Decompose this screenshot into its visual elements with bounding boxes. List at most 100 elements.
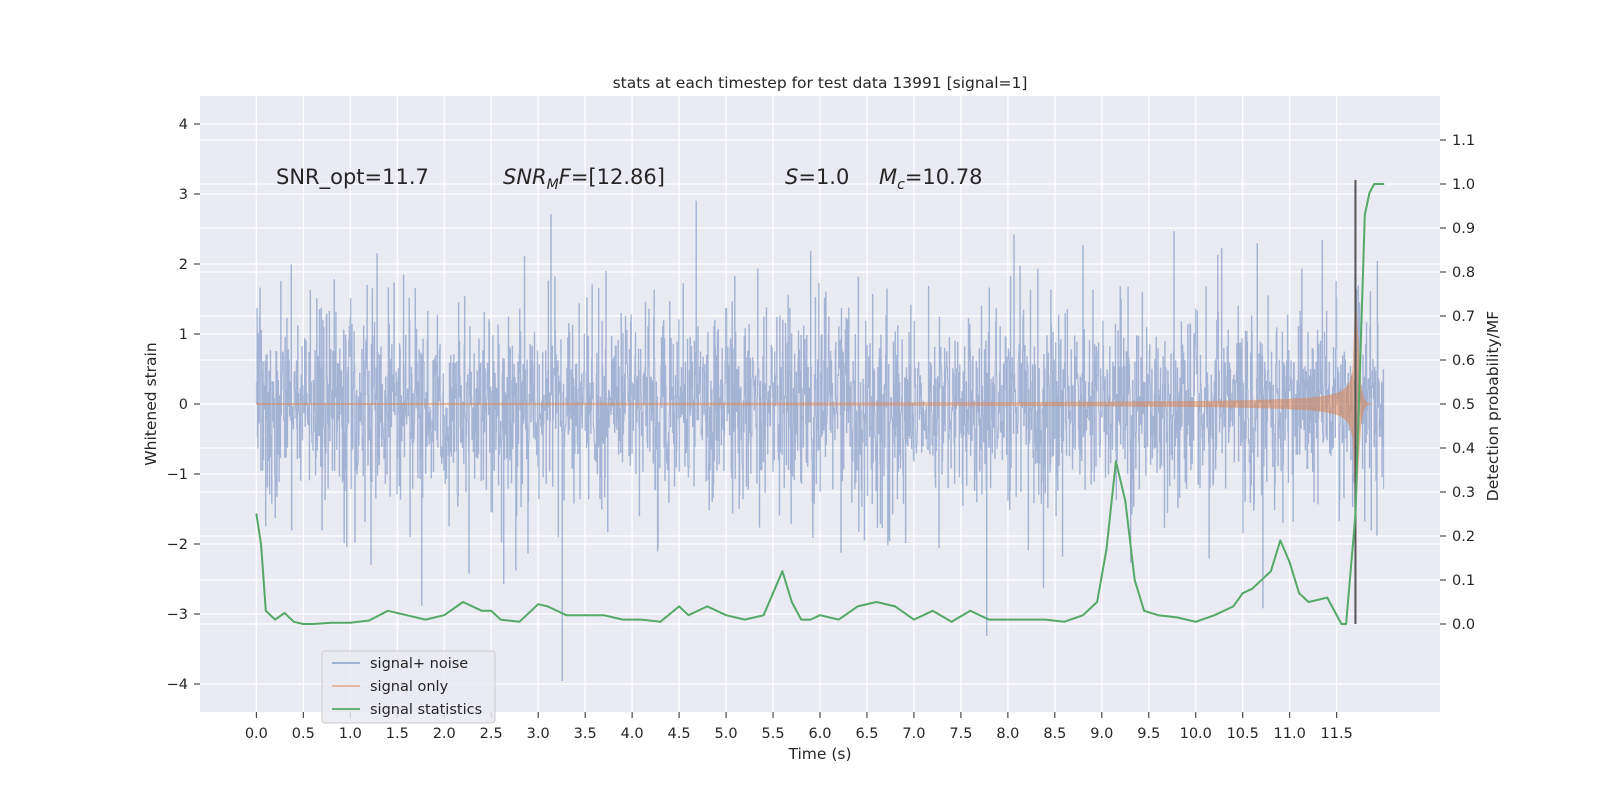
- stats-point: [1213, 614, 1216, 616]
- y-tick-label-left: −2: [167, 537, 188, 553]
- x-tick-label: 2.0: [433, 726, 456, 742]
- stats-point: [330, 621, 333, 624]
- stats-point: [1354, 513, 1357, 515]
- y-tick-label-right: 0.7: [1452, 309, 1475, 325]
- stats-point: [621, 618, 624, 621]
- x-tick-label: 10.5: [1227, 726, 1259, 742]
- stats-point: [1241, 592, 1244, 594]
- stats-point: [931, 610, 934, 612]
- y-tick-label-right: 0.1: [1452, 573, 1475, 589]
- stats-point: [1082, 614, 1084, 616]
- stats-point: [302, 623, 305, 625]
- y-tick-label-left: 1: [179, 327, 188, 343]
- x-tick-label: 3.0: [527, 726, 550, 742]
- stats-point: [1096, 601, 1098, 603]
- stats-point: [678, 605, 680, 608]
- x-tick-label: 5.5: [761, 726, 784, 742]
- annotation-s: S=1.0: [785, 165, 849, 189]
- x-tick-label: 0.5: [292, 726, 315, 742]
- stats-point: [1364, 214, 1366, 216]
- stats-point: [1195, 621, 1197, 623]
- annotation-mc: Mc=10.78: [879, 165, 983, 193]
- y-tick-label-left: 4: [179, 117, 188, 133]
- x-axis-ticks: 0.0 0.5 1.0 1.5 2.0 2.5 3.0 3.5 4.0 4.5 5.0 5.5 6.0 6…: [245, 712, 1353, 742]
- x-tick-label: 7.5: [949, 726, 972, 742]
- y-axis-left-ticks: −4 −3 −2 −1 0 1 2 3 4: [167, 117, 200, 693]
- stats-point: [706, 605, 709, 608]
- y-tick-label-left: −4: [167, 677, 188, 693]
- stats-point: [546, 605, 549, 608]
- stats-point: [481, 610, 483, 612]
- stats-point: [875, 601, 878, 603]
- stats-point: [499, 618, 502, 621]
- x-tick-label: 2.5: [480, 726, 503, 742]
- x-tick-label: 6.5: [855, 726, 878, 742]
- y-tick-label-left: 2: [179, 257, 188, 273]
- x-tick-label: 4.0: [621, 726, 644, 742]
- y-tick-label-right: 0.3: [1452, 485, 1475, 501]
- stats-point: [537, 603, 539, 605]
- stats-point: [1143, 610, 1145, 612]
- stats-point: [950, 621, 953, 623]
- stats-point: [791, 601, 793, 603]
- y-axis-right-ticks: 0.0 0.1 0.2 0.3 0.4 0.5 0.6 0.7 0.8 0.9 1.0 1.1: [1440, 133, 1475, 633]
- stats-point: [1270, 570, 1272, 572]
- stats-point: [274, 618, 277, 621]
- legend: signal+ noise signal only signal statist…: [321, 650, 496, 724]
- x-tick-label: 9.0: [1090, 726, 1113, 742]
- y-tick-label-left: −3: [167, 607, 188, 623]
- stats-point: [349, 621, 352, 624]
- stats-point: [1115, 460, 1117, 463]
- stats-point: [565, 614, 568, 616]
- stats-point: [1063, 621, 1065, 623]
- x-tick-label: 5.0: [715, 726, 738, 742]
- stats-point: [913, 618, 915, 621]
- stats-point: [255, 513, 258, 515]
- legend-label-signal: signal only: [370, 679, 449, 695]
- stats-point: [800, 618, 802, 621]
- stats-point: [687, 614, 690, 616]
- stats-point: [1133, 579, 1136, 581]
- y-tick-label-right: 1.0: [1452, 177, 1475, 193]
- y-tick-label-left: 3: [179, 187, 188, 203]
- x-tick-label: 11.5: [1321, 726, 1353, 742]
- y-tick-label-left: 0: [179, 397, 188, 413]
- stats-point: [584, 614, 586, 616]
- x-tick-label: 6.0: [808, 726, 831, 742]
- stats-point: [260, 544, 262, 546]
- stats-point: [1307, 601, 1310, 603]
- stats-point: [283, 612, 286, 614]
- stats-point: [725, 614, 727, 616]
- stats-point: [265, 610, 267, 612]
- stats-point: [988, 618, 990, 621]
- stats-point: [603, 614, 605, 616]
- x-tick-label: 8.5: [1043, 726, 1066, 742]
- stats-point: [1007, 618, 1009, 621]
- x-axis-label: Time (s): [787, 745, 851, 763]
- stats-point: [819, 614, 821, 616]
- stats-point: [640, 618, 643, 621]
- legend-label-stats: signal statistics: [370, 702, 482, 718]
- stats-point: [1382, 183, 1385, 185]
- chart-title: stats at each timestep for test data 139…: [613, 74, 1028, 92]
- stats-point: [1124, 500, 1127, 502]
- stats-point: [1279, 539, 1282, 542]
- y-tick-label-right: 0.4: [1452, 441, 1475, 457]
- stats-point: [838, 618, 840, 621]
- stats-point: [1298, 592, 1300, 594]
- y-tick-label-right: 0.2: [1452, 529, 1475, 545]
- y-tick-label-right: 0.0: [1452, 617, 1475, 633]
- stats-point: [490, 610, 493, 612]
- x-tick-label: 3.5: [574, 726, 597, 742]
- stats-point: [405, 614, 408, 616]
- stats-point: [856, 605, 859, 608]
- stats-point: [781, 570, 784, 572]
- x-tick-label: 7.0: [902, 726, 925, 742]
- stats-point: [293, 621, 295, 623]
- stats-point: [809, 618, 812, 621]
- series-signal-statistics: [255, 183, 1385, 625]
- noise-trace: [255, 200, 1385, 681]
- y-tick-label-right: 0.8: [1452, 265, 1475, 281]
- y-tick-label-right: 0.6: [1452, 353, 1475, 369]
